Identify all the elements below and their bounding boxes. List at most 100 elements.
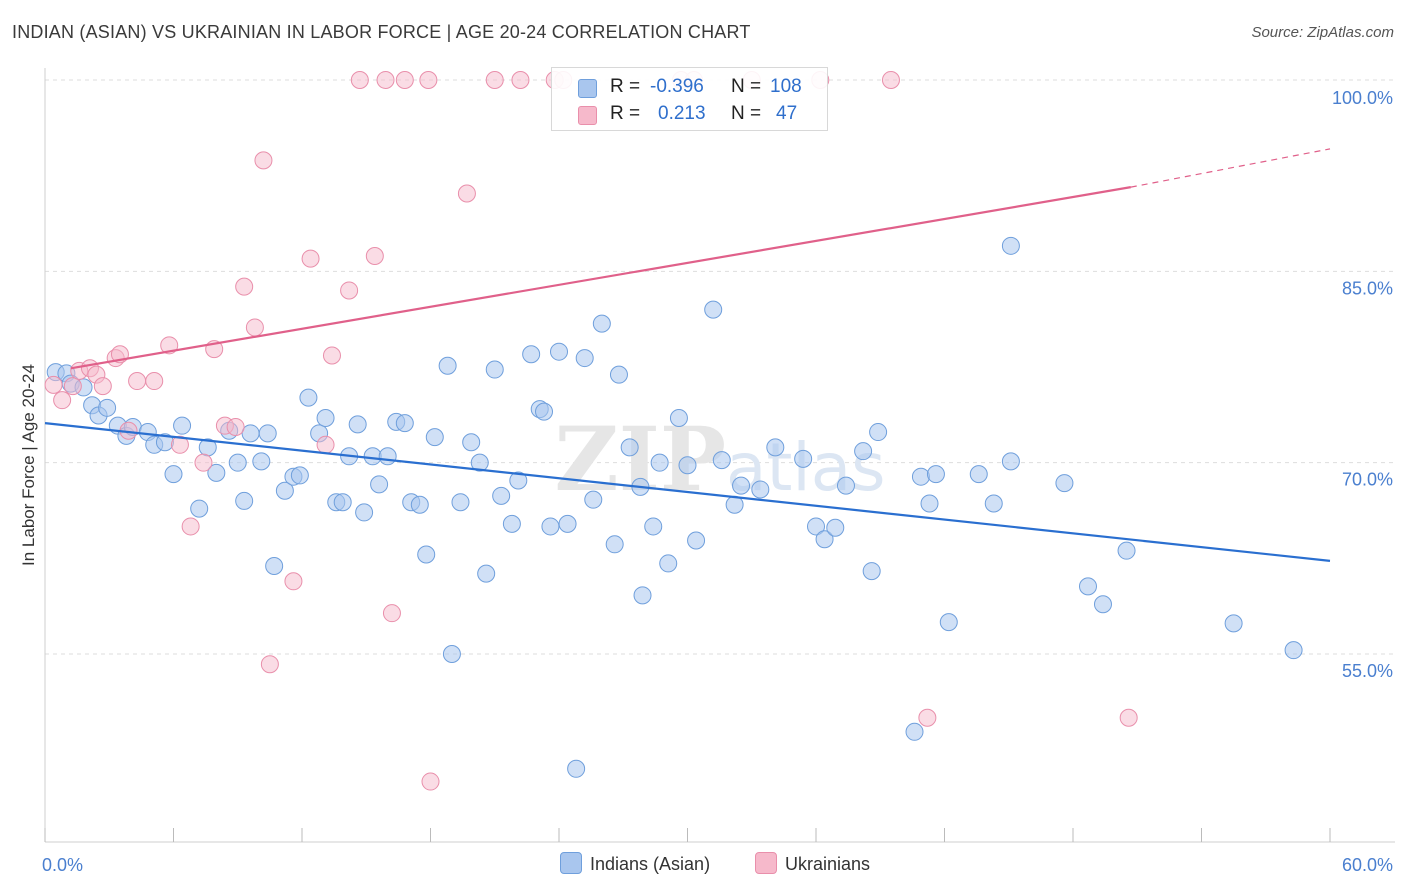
- indians-point: [911, 467, 930, 486]
- ukrainians-point: [918, 708, 937, 727]
- indians-point: [815, 530, 834, 549]
- ukrainians-point: [382, 604, 401, 623]
- ukrainians-point: [419, 71, 438, 89]
- ukrainians-point: [395, 71, 414, 89]
- indians-point: [207, 463, 226, 482]
- indians-point: [509, 471, 528, 490]
- ukrainians-point: [93, 377, 112, 396]
- indians-point: [678, 456, 697, 475]
- indians-point: [826, 518, 845, 537]
- ukrainians-point: [881, 71, 900, 89]
- indians-point: [732, 476, 751, 495]
- legend-row-indians: R = -0.396 N = 108: [552, 73, 827, 101]
- x-tick-label-max: 60.0%: [1342, 855, 1393, 875]
- legend-label-indians: Indians (Asian): [590, 854, 711, 874]
- indians-point: [926, 465, 945, 484]
- indians-point: [704, 300, 723, 319]
- indians-point: [939, 613, 958, 632]
- indians-point: [1078, 577, 1097, 596]
- indians-point: [620, 438, 639, 457]
- series-indians-points: [46, 236, 1303, 778]
- y-tick-label: 55.0%: [1342, 661, 1393, 681]
- indians-point: [584, 490, 603, 509]
- legend-n-label: N =: [731, 103, 762, 124]
- indians-point: [1055, 474, 1074, 493]
- indians-point: [794, 449, 813, 468]
- indians-point: [485, 360, 504, 379]
- chart-title: INDIAN (ASIAN) VS UKRAINIAN IN LABOR FOR…: [12, 22, 751, 42]
- ukrainians-point: [301, 249, 320, 268]
- indians-point: [235, 491, 254, 510]
- ukrainians-point: [181, 517, 200, 536]
- legend-item-ukrainians: Ukrainians: [755, 852, 870, 875]
- indians-point: [164, 465, 183, 484]
- indians-point: [984, 494, 1003, 513]
- legend-n-value: 47: [776, 103, 798, 124]
- legend-item-indians: Indians (Asian): [560, 852, 710, 875]
- indians-point: [173, 416, 192, 435]
- ukrainians-point: [44, 375, 63, 394]
- series-legend: Indians (Asian) Ukrainians: [0, 852, 1406, 878]
- ukrainians-point: [260, 655, 279, 674]
- indians-point: [417, 545, 436, 564]
- watermark-atlas: atlas: [726, 429, 886, 506]
- indians-point: [316, 409, 335, 428]
- indians-point: [299, 388, 318, 407]
- indians-point: [633, 586, 652, 605]
- legend-row-ukrainians: R = 0.213 N = 47: [552, 100, 827, 128]
- indians-point: [290, 466, 309, 485]
- indians-point: [712, 451, 731, 470]
- indians-point: [470, 453, 489, 472]
- indians-point: [462, 433, 481, 452]
- y-axis-label: In Labor Force | Age 20-24: [19, 364, 38, 566]
- indians-point: [378, 447, 397, 466]
- source-label: Source: ZipAtlas.com: [1251, 24, 1394, 41]
- ukrainians-point: [457, 184, 476, 203]
- indians-point: [258, 424, 277, 443]
- ukrainians-point: [245, 318, 264, 337]
- indians-point: [502, 514, 521, 533]
- indians-point: [395, 414, 414, 433]
- legend-r-label: R =: [610, 103, 641, 124]
- indians-point: [854, 442, 873, 461]
- indians-point: [363, 447, 382, 466]
- ukrainians-point: [63, 377, 82, 396]
- indians-point: [592, 314, 611, 333]
- legend-swatch-blue: [560, 852, 582, 874]
- legend-swatch-pink: [578, 106, 597, 125]
- indians-point: [275, 481, 294, 500]
- indians-point: [1284, 641, 1303, 660]
- gridlines: [45, 79, 1395, 655]
- trend-lines: [44, 148, 1331, 562]
- indians-point: [575, 349, 594, 368]
- indians-point: [228, 453, 247, 472]
- indians-point: [869, 423, 888, 442]
- indians-point: [550, 342, 568, 361]
- tick-labels: 55.0% 70.0% 85.0% 100.0% 0.0% 60.0%: [42, 88, 1393, 875]
- legend-swatch-pink: [755, 852, 777, 874]
- ukrainians-point: [160, 336, 179, 355]
- indians-point: [265, 556, 284, 575]
- indians-point: [751, 480, 770, 499]
- ukrainians-point: [421, 772, 440, 791]
- indians-point: [370, 475, 389, 494]
- y-tick-label: 100.0%: [1332, 88, 1393, 108]
- indians-point: [807, 517, 825, 536]
- correlation-legend: R = -0.396 N = 108 R = 0.213 N = 47: [551, 67, 828, 131]
- ukrainians-trend-line: [70, 186, 1132, 370]
- ukrainians-point: [235, 277, 254, 296]
- y-tick-label: 85.0%: [1342, 278, 1393, 298]
- indians-point: [348, 415, 367, 434]
- indians-trend-line: [44, 422, 1331, 562]
- ukrainians-point: [376, 71, 395, 89]
- indians-point: [766, 438, 785, 457]
- indians-point: [1093, 595, 1112, 614]
- indians-point: [1001, 236, 1020, 255]
- ukrainians-point: [1119, 708, 1138, 727]
- legend-r-label: R =: [610, 76, 641, 97]
- indians-point: [644, 517, 663, 536]
- indians-point: [333, 493, 352, 512]
- legend-label-ukrainians: Ukrainians: [785, 854, 871, 874]
- indians-point: [558, 514, 577, 533]
